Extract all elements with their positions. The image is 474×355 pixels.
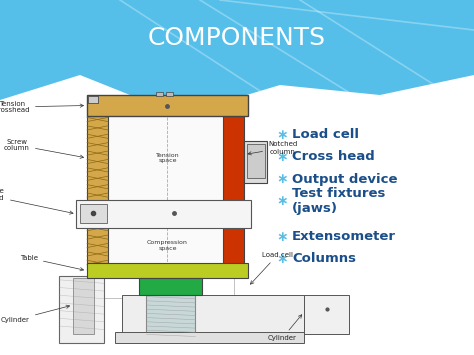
Text: Tension
space: Tension space — [155, 153, 179, 163]
Text: Output device: Output device — [292, 173, 398, 186]
Text: ∗: ∗ — [276, 194, 288, 208]
Bar — [146, 295, 195, 337]
Bar — [87, 95, 248, 116]
Text: ∗: ∗ — [276, 128, 288, 142]
Text: Table: Table — [20, 255, 83, 271]
Text: COMPONENTS: COMPONENTS — [148, 26, 326, 50]
Bar — [166, 92, 173, 97]
Text: ∗: ∗ — [276, 252, 288, 266]
Bar — [122, 295, 304, 334]
Bar — [0, 0, 474, 80]
Bar — [115, 332, 304, 343]
Text: Load cell: Load cell — [292, 129, 359, 142]
Text: Load cell: Load cell — [250, 252, 293, 284]
Text: Tension
crosshead: Tension crosshead — [0, 100, 83, 114]
Bar — [88, 96, 98, 103]
Text: Extensometer: Extensometer — [292, 230, 396, 244]
Text: Notched
column: Notched column — [248, 142, 297, 155]
Text: Screw
column: Screw column — [4, 138, 83, 158]
Text: Columns: Columns — [292, 252, 356, 266]
Bar — [59, 275, 104, 343]
Text: ∗: ∗ — [276, 150, 288, 164]
Bar — [108, 116, 224, 200]
Bar — [139, 278, 202, 295]
Bar — [304, 295, 349, 334]
Bar — [245, 141, 267, 182]
Bar — [155, 92, 163, 97]
Bar — [224, 116, 245, 270]
Text: ∗: ∗ — [276, 172, 288, 186]
Text: Cylinder: Cylinder — [1, 305, 70, 323]
Bar — [80, 203, 107, 223]
Bar — [88, 96, 98, 103]
Bar — [73, 278, 94, 334]
Bar — [87, 263, 248, 278]
Text: Cylinder: Cylinder — [268, 315, 302, 341]
Text: Compression
space: Compression space — [147, 240, 188, 251]
Text: Adjustable
crosshead: Adjustable crosshead — [0, 189, 73, 214]
Bar — [246, 144, 265, 178]
Bar — [87, 116, 108, 270]
Polygon shape — [0, 75, 474, 355]
Bar — [76, 200, 252, 228]
Bar — [108, 228, 224, 263]
Text: ∗: ∗ — [276, 230, 288, 244]
Text: Test fixtures
(jaws): Test fixtures (jaws) — [292, 187, 385, 215]
Bar — [94, 95, 234, 298]
Text: Cross head: Cross head — [292, 151, 375, 164]
